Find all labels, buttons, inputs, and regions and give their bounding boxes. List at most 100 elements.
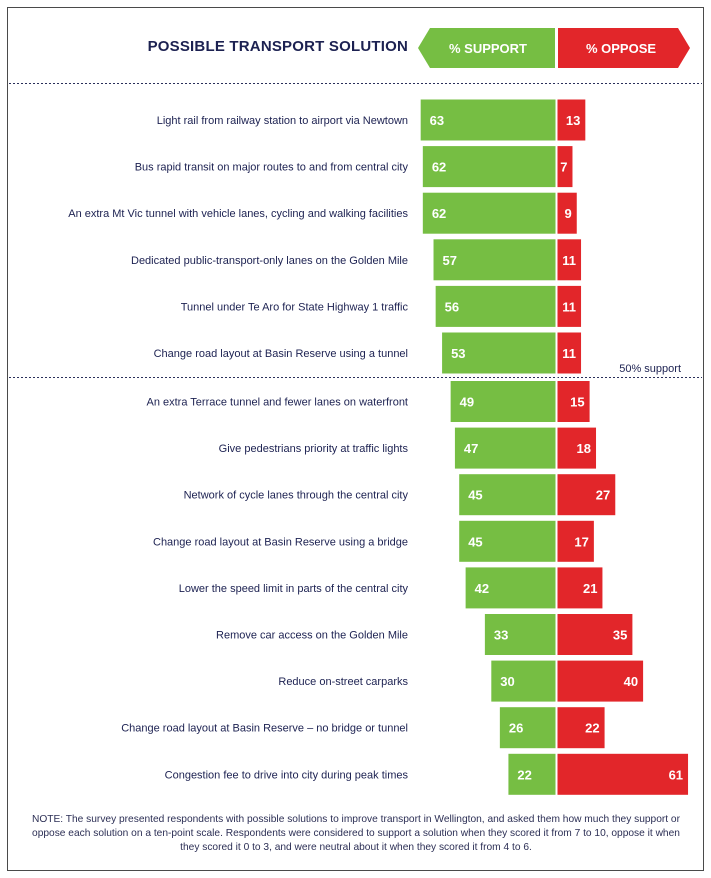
- oppose-value-label: 17: [574, 534, 588, 549]
- oppose-bar: [557, 614, 633, 655]
- oppose-value-label: 15: [570, 395, 584, 410]
- oppose-bar: [557, 474, 616, 516]
- support-bar: [484, 614, 556, 655]
- category-label: An extra Mt Vic tunnel with vehicle lane…: [68, 208, 408, 220]
- oppose-value-label: 21: [583, 581, 597, 596]
- chart-title: POSSIBLE TRANSPORT SOLUTION: [147, 38, 408, 55]
- support-value-label: 30: [500, 674, 514, 689]
- oppose-bar: [557, 381, 590, 422]
- oppose-value-label: 27: [596, 488, 610, 503]
- column-headers: % SUPPORT % OPPOSE: [418, 28, 690, 68]
- support-bar: [422, 192, 556, 234]
- support-value-label: 42: [475, 581, 489, 596]
- bar-row: Congestion fee to drive into city during…: [165, 753, 689, 795]
- oppose-value-label: 9: [565, 206, 572, 221]
- support-value-label: 62: [432, 206, 446, 221]
- bar-row: Lower the speed limit in parts of the ce…: [179, 567, 603, 609]
- oppose-bar: [557, 707, 605, 749]
- support-header-arrow: [418, 28, 555, 68]
- oppose-header-label: % OPPOSE: [586, 41, 656, 56]
- oppose-value-label: 18: [577, 441, 591, 456]
- bar-row: Remove car access on the Golden Mile 33 35: [216, 614, 633, 655]
- support-bar: [491, 660, 556, 702]
- survey-note: NOTE: The survey presented respondents w…: [32, 814, 680, 853]
- support-value-label: 45: [468, 488, 482, 503]
- support-bar: [435, 285, 556, 327]
- oppose-bar: [557, 239, 582, 281]
- oppose-bar: [557, 192, 577, 234]
- oppose-value-label: 61: [669, 767, 683, 782]
- bar-row: Bus rapid transit on major routes to and…: [135, 146, 573, 188]
- oppose-value-label: 13: [566, 113, 580, 128]
- support-value-label: 45: [468, 534, 482, 549]
- support-bar: [508, 753, 556, 795]
- support-bar: [465, 567, 556, 609]
- support-bar: [422, 146, 556, 188]
- oppose-value-label: 11: [562, 346, 576, 361]
- support-value-label: 62: [432, 160, 446, 175]
- oppose-bar: [557, 332, 582, 374]
- oppose-bar: [557, 520, 594, 562]
- support-value-label: 56: [445, 299, 459, 314]
- oppose-bar: [557, 660, 644, 702]
- support-bar: [442, 332, 556, 374]
- oppose-bar: [557, 427, 597, 469]
- oppose-value-label: 7: [560, 160, 567, 175]
- category-label: Change road layout at Basin Reserve usin…: [153, 536, 408, 548]
- support-header-label: % SUPPORT: [449, 41, 527, 56]
- support-bar: [433, 239, 556, 281]
- chart-frame: [7, 7, 704, 871]
- bar-row: An extra Terrace tunnel and fewer lanes …: [146, 381, 590, 422]
- category-label: Dedicated public-transport-only lanes on…: [131, 255, 408, 267]
- oppose-value-label: 40: [624, 674, 638, 689]
- bar-row: Change road layout at Basin Reserve usin…: [154, 332, 582, 374]
- support-value-label: 49: [460, 395, 474, 410]
- category-label: Remove car access on the Golden Mile: [216, 630, 408, 642]
- category-label: Light rail from railway station to airpo…: [157, 115, 408, 127]
- support-bar: [459, 520, 556, 562]
- category-label: Change road layout at Basin Reserve usin…: [154, 348, 408, 360]
- category-label: Bus rapid transit on major routes to and…: [135, 162, 409, 174]
- oppose-value-label: 11: [562, 299, 576, 314]
- bar-row: Give pedestrians priority at traffic lig…: [219, 427, 597, 469]
- support-value-label: 57: [443, 253, 457, 268]
- bar-rows: Light rail from railway station to airpo…: [68, 28, 689, 796]
- category-label: Change road layout at Basin Reserve – no…: [121, 723, 408, 735]
- category-label: Give pedestrians priority at traffic lig…: [219, 443, 409, 455]
- bar-row: Reduce on-street carparks 30 40: [278, 660, 644, 702]
- support-value-label: 33: [494, 628, 508, 643]
- category-label: Network of cycle lanes through the centr…: [184, 490, 409, 502]
- oppose-bar: [557, 146, 573, 188]
- support-bar: [454, 427, 556, 469]
- bar-row: Change road layout at Basin Reserve usin…: [153, 520, 594, 562]
- bar-row: Dedicated public-transport-only lanes on…: [131, 239, 582, 281]
- category-label: Tunnel under Te Aro for State Highway 1 …: [181, 301, 409, 313]
- oppose-header-arrow: [558, 28, 690, 68]
- support-value-label: 26: [509, 721, 523, 736]
- oppose-bar: [557, 753, 689, 795]
- oppose-value-label: 35: [613, 628, 627, 643]
- bar-row: Tunnel under Te Aro for State Highway 1 …: [181, 285, 582, 327]
- bar-row: Light rail from railway station to airpo…: [157, 99, 586, 141]
- category-label: Lower the speed limit in parts of the ce…: [179, 583, 409, 595]
- support-bar: [450, 381, 556, 422]
- oppose-value-label: 11: [562, 253, 576, 268]
- oppose-value-label: 22: [585, 721, 599, 736]
- support-value-label: 53: [451, 346, 465, 361]
- category-label: Congestion fee to drive into city during…: [165, 769, 409, 781]
- support-value-label: 22: [517, 767, 531, 782]
- fifty-percent-label: 50% support: [619, 363, 681, 375]
- support-value-label: 63: [430, 113, 444, 128]
- bar-row: An extra Mt Vic tunnel with vehicle lane…: [68, 192, 577, 234]
- category-label: An extra Terrace tunnel and fewer lanes …: [146, 397, 408, 409]
- support-bar: [420, 99, 556, 141]
- bar-row: Change road layout at Basin Reserve – no…: [121, 707, 605, 749]
- support-bar: [499, 707, 556, 749]
- oppose-bar: [557, 567, 603, 609]
- oppose-bar: [557, 285, 582, 327]
- oppose-bar: [557, 99, 586, 141]
- category-label: Reduce on-street carparks: [278, 676, 408, 688]
- diverging-bar-chart: % SUPPORT % OPPOSE 50% support Light rai…: [9, 28, 702, 796]
- bar-row: Network of cycle lanes through the centr…: [184, 474, 616, 516]
- support-value-label: 47: [464, 441, 478, 456]
